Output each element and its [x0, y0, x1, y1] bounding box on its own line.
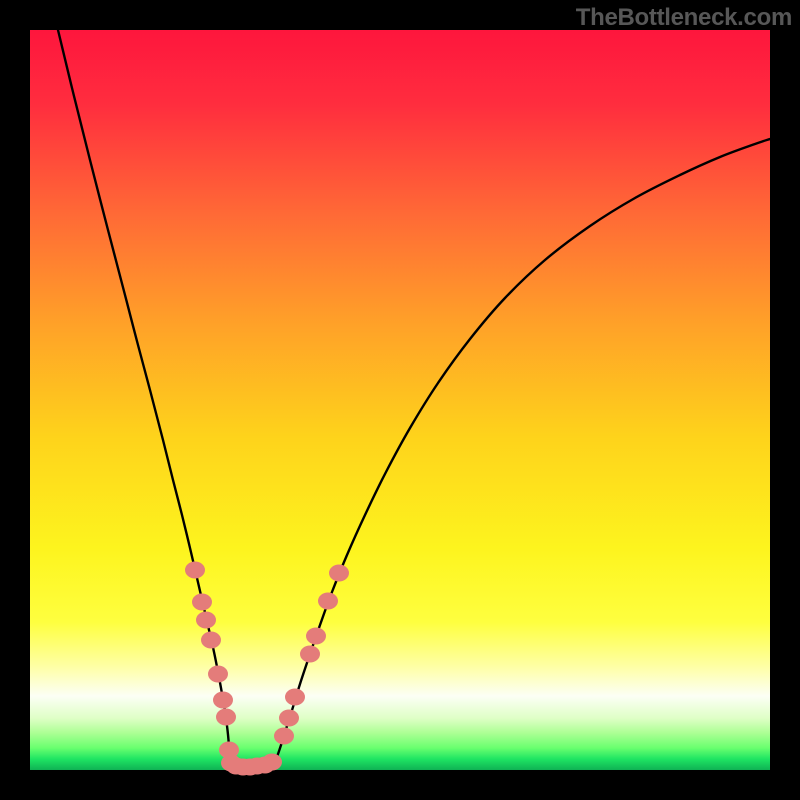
data-marker: [185, 562, 205, 579]
data-marker: [274, 728, 294, 745]
data-marker: [329, 565, 349, 582]
chart-svg: [0, 0, 800, 800]
data-marker: [306, 628, 326, 645]
data-marker: [196, 612, 216, 629]
data-marker: [262, 754, 282, 771]
watermark-text: TheBottleneck.com: [576, 4, 792, 32]
data-marker: [300, 646, 320, 663]
data-marker: [213, 692, 233, 709]
data-marker: [279, 710, 299, 727]
data-marker: [208, 666, 228, 683]
data-marker: [216, 709, 236, 726]
data-marker: [192, 594, 212, 611]
data-marker: [285, 689, 305, 706]
data-marker: [318, 593, 338, 610]
plot-background: [30, 30, 770, 770]
chart-container: TheBottleneck.com: [0, 0, 800, 800]
data-marker: [201, 632, 221, 649]
